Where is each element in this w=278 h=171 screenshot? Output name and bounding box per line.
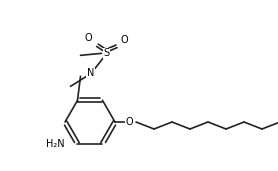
Text: O: O	[125, 117, 133, 127]
Text: S: S	[103, 48, 110, 58]
Text: N: N	[87, 68, 94, 78]
Text: O: O	[121, 35, 128, 45]
Text: H₂N: H₂N	[46, 139, 64, 149]
Text: O: O	[85, 33, 92, 43]
